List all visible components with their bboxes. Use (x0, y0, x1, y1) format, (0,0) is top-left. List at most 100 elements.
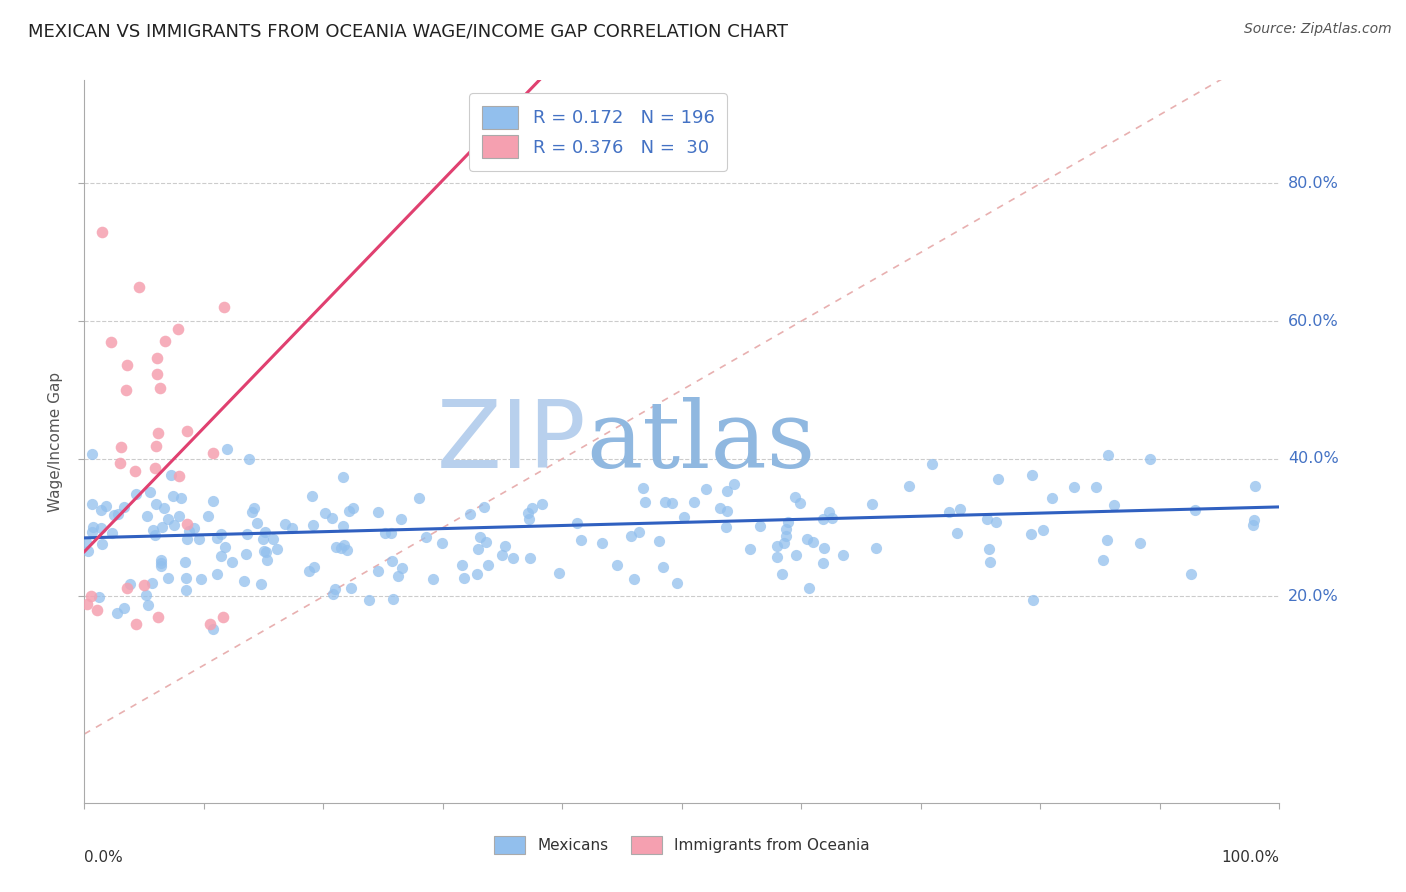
Point (1184, 503, 1206, 517)
Point (531, 497, 554, 511)
Point (387, 569, 409, 583)
Point (682, 495, 704, 509)
Point (118, 576, 141, 591)
Point (157, 511, 180, 525)
Point (430, 536, 453, 550)
Legend: Mexicans, Immigrants from Oceania: Mexicans, Immigrants from Oceania (488, 830, 876, 860)
Point (112, 601, 135, 615)
Point (474, 500, 496, 515)
Point (110, 456, 132, 470)
Point (233, 574, 256, 588)
Point (453, 571, 475, 585)
Point (832, 548, 855, 562)
Text: 60.0%: 60.0% (1288, 314, 1339, 328)
Point (357, 593, 380, 607)
Point (167, 508, 190, 523)
Point (212, 300, 235, 314)
Point (695, 482, 717, 496)
Point (152, 501, 174, 516)
Point (799, 582, 821, 596)
Point (145, 497, 167, 511)
Text: 100.0%: 100.0% (1222, 850, 1279, 864)
Point (367, 505, 389, 519)
Point (321, 511, 343, 525)
Point (190, 572, 212, 586)
Point (148, 426, 170, 441)
Point (468, 530, 491, 544)
Point (1022, 593, 1045, 607)
Point (176, 582, 198, 597)
Point (766, 550, 789, 565)
Point (301, 518, 323, 533)
Point (1032, 523, 1054, 537)
Point (522, 501, 544, 516)
Point (149, 559, 172, 574)
Point (714, 520, 737, 534)
Text: 20.0%: 20.0% (1288, 589, 1339, 604)
Point (1091, 553, 1114, 567)
Text: MEXICAN VS IMMIGRANTS FROM OCEANIA WAGE/INCOME GAP CORRELATION CHART: MEXICAN VS IMMIGRANTS FROM OCEANIA WAGE/… (28, 22, 789, 40)
Point (125, 616, 148, 631)
Point (661, 496, 683, 510)
Point (723, 477, 745, 491)
Point (246, 516, 269, 530)
Point (252, 532, 274, 546)
Point (149, 381, 172, 395)
Point (818, 505, 841, 519)
Point (112, 500, 135, 515)
Point (280, 520, 302, 534)
Point (519, 550, 541, 565)
Point (1084, 480, 1107, 494)
Point (238, 451, 260, 466)
Text: 80.0%: 80.0% (1288, 176, 1339, 191)
Point (628, 524, 651, 539)
Point (770, 567, 793, 582)
Point (381, 592, 404, 607)
Point (921, 457, 943, 471)
Point (666, 576, 689, 591)
Point (979, 555, 1001, 569)
Point (374, 526, 396, 541)
Point (811, 556, 834, 570)
Point (748, 518, 770, 533)
Point (115, 581, 138, 595)
Point (1097, 533, 1119, 548)
Point (214, 540, 236, 554)
Point (716, 504, 738, 518)
Point (125, 487, 148, 501)
Point (146, 610, 169, 624)
Point (301, 489, 323, 503)
Point (979, 541, 1001, 556)
Point (211, 549, 233, 563)
Point (221, 555, 243, 569)
Point (502, 551, 524, 566)
Point (1019, 526, 1042, 541)
Point (332, 470, 354, 484)
Point (813, 541, 835, 556)
Point (176, 424, 198, 438)
Point (138, 598, 160, 612)
Point (415, 530, 437, 544)
Point (422, 572, 444, 586)
Point (1243, 513, 1265, 527)
Point (672, 509, 695, 524)
Point (569, 533, 592, 548)
Point (174, 570, 197, 584)
Point (100, 334, 122, 349)
Point (591, 535, 613, 549)
Point (342, 500, 364, 515)
Point (177, 524, 200, 539)
Point (75, 535, 97, 549)
Point (82, 520, 104, 534)
Point (254, 545, 277, 559)
Point (336, 542, 359, 557)
Point (766, 539, 789, 553)
Point (323, 582, 346, 597)
Point (170, 491, 193, 505)
Point (80, 524, 103, 539)
Point (149, 553, 172, 567)
Point (274, 516, 297, 531)
Point (141, 576, 163, 591)
Point (1102, 498, 1125, 512)
Point (188, 532, 211, 546)
